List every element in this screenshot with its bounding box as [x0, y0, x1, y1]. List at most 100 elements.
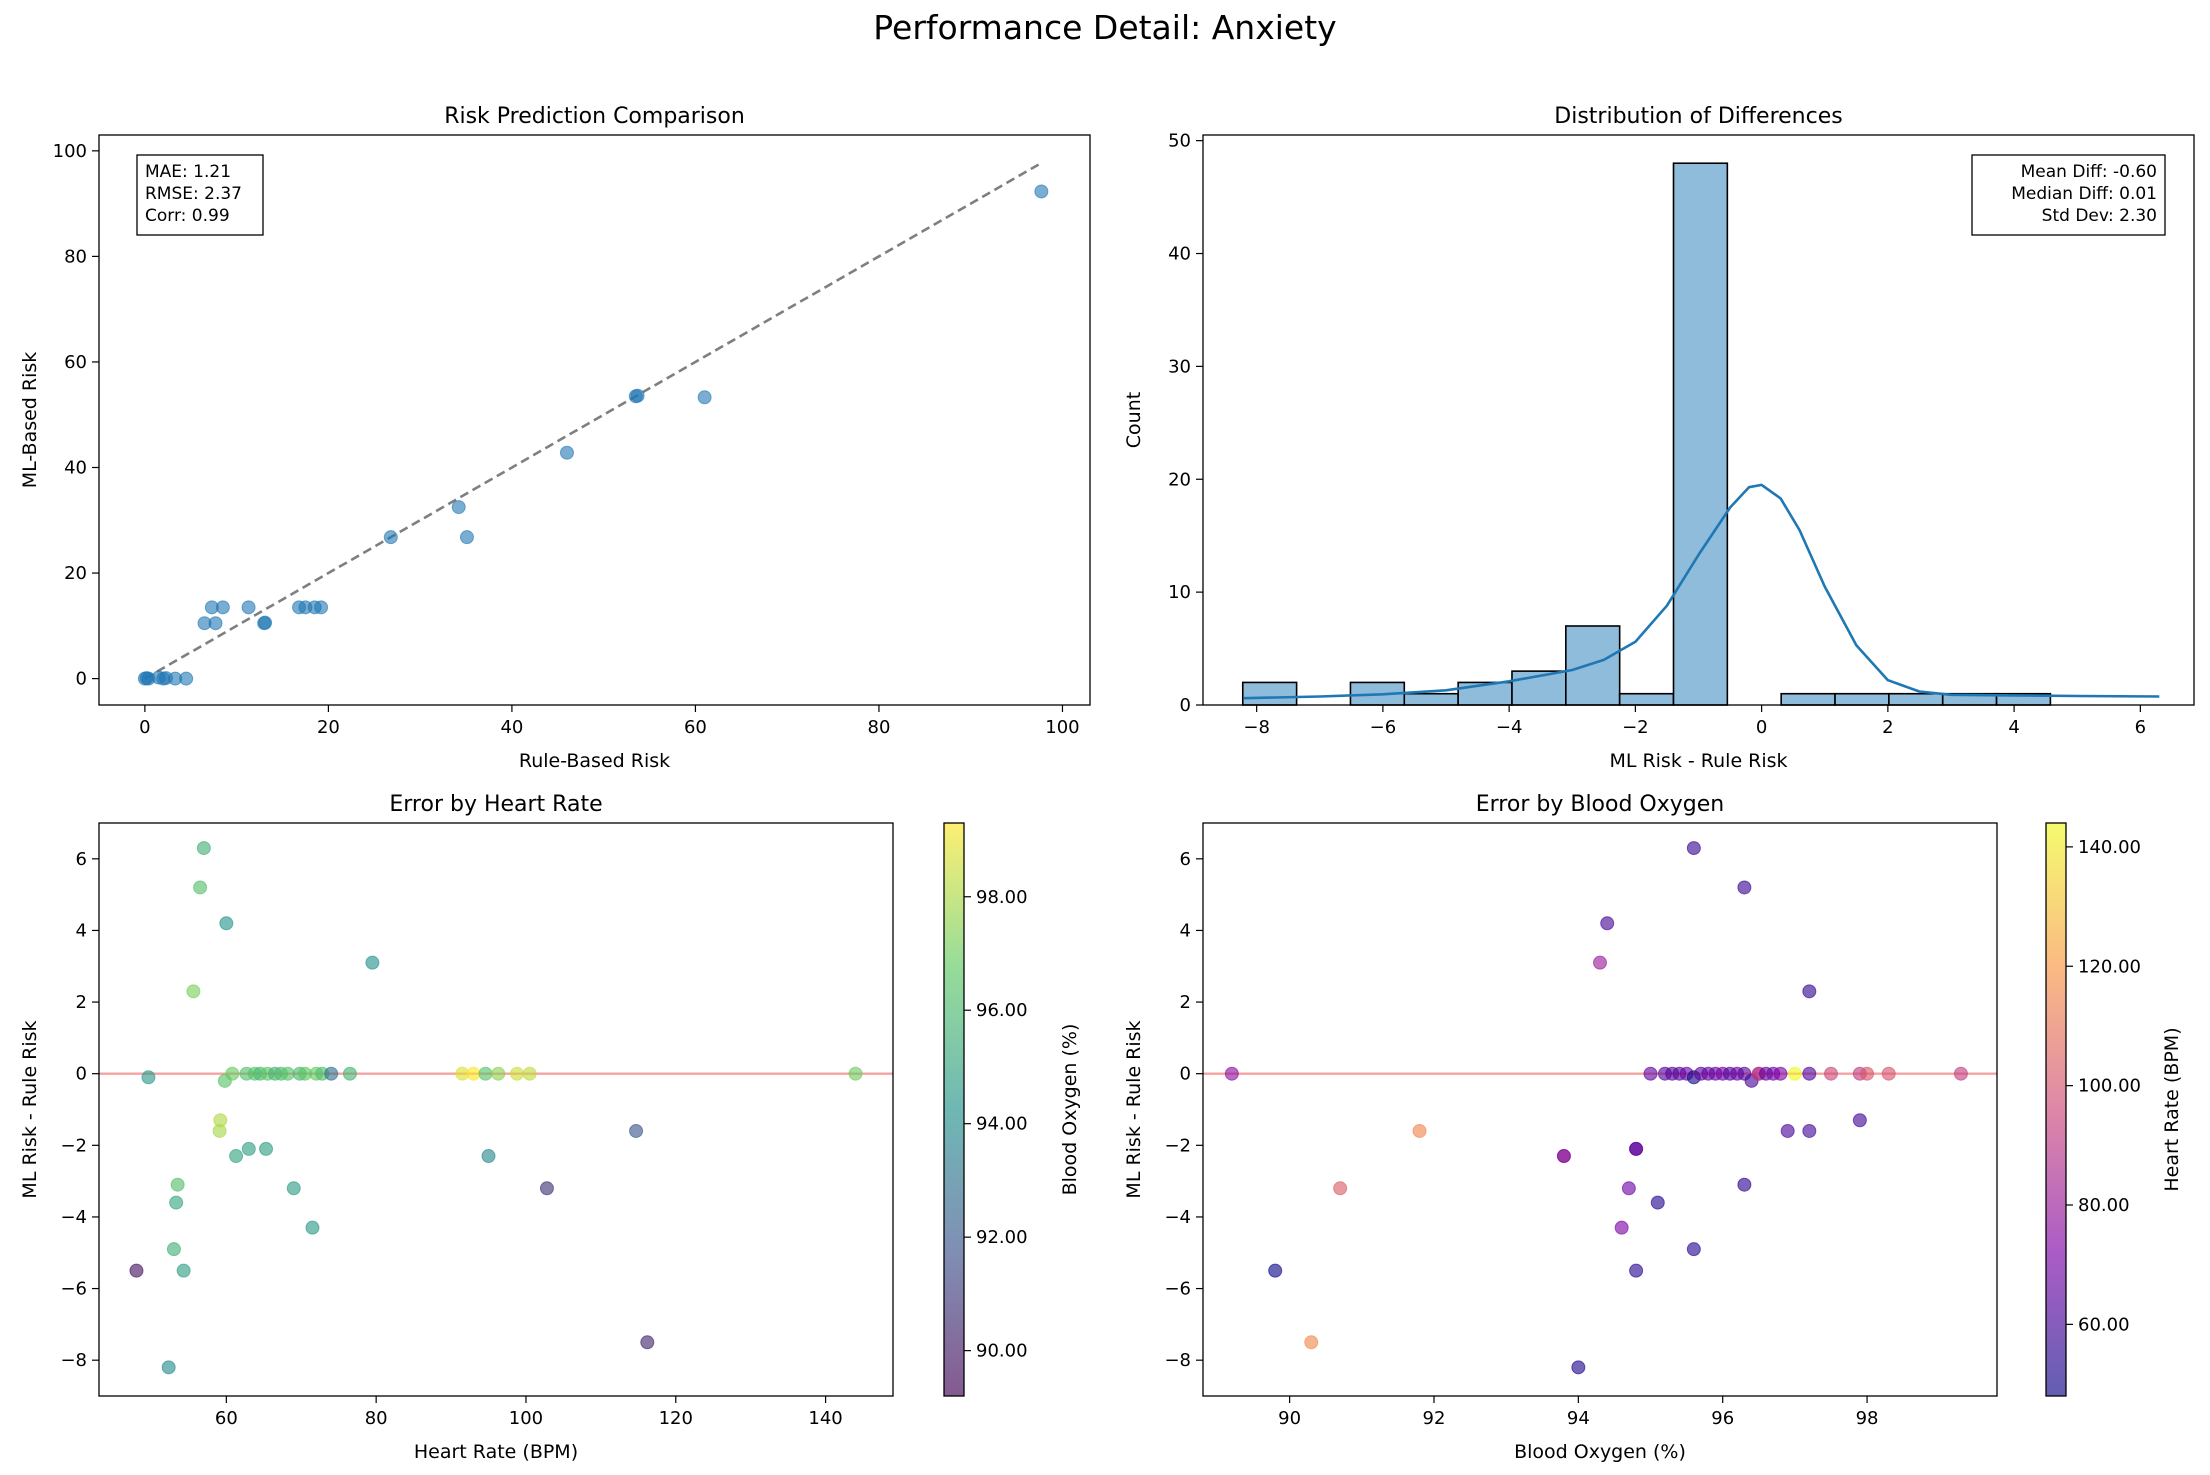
y-tick-label: 6 — [1180, 849, 1191, 870]
scatter-point — [1852, 1113, 1867, 1128]
y-tick-label: 40 — [64, 458, 87, 479]
histogram-bar — [1672, 162, 1729, 706]
x-tick-label: 0 — [1756, 717, 1767, 738]
axes-4: Error by Blood Oxygen 90 92 94 96 98 −8 −6 −4 −2 0… — [1123, 792, 1998, 1463]
scatter-point — [1860, 1066, 1875, 1081]
scatter-point — [170, 1177, 185, 1192]
scatter-point — [1643, 1066, 1658, 1081]
scatter-point — [1802, 1066, 1817, 1081]
y-tick-label: 80 — [64, 246, 87, 267]
scatter-point — [1034, 184, 1049, 199]
scatter-point — [1621, 1181, 1636, 1196]
stats-text: MAE: 1.21 — [145, 162, 231, 182]
scatter-point — [1614, 1220, 1629, 1235]
scatter-point — [1787, 1066, 1802, 1081]
y-tick-label: −6 — [1164, 1279, 1191, 1300]
scatter-point — [241, 1141, 256, 1156]
colorbar-tick-label: 140.00 — [2078, 837, 2141, 858]
scatter-point — [383, 530, 398, 545]
x-tick-label: 100 — [509, 1408, 543, 1429]
scatter-point — [640, 1335, 655, 1350]
scatter-point — [208, 616, 223, 631]
scatter-point — [324, 1066, 339, 1081]
scatter-point — [169, 1195, 184, 1210]
colorbar-2: 60.00 80.00 100.00 120.00 140.00 Heart Rate (… — [2045, 822, 2183, 1397]
y-axis-label: Count — [1123, 392, 1145, 448]
scatter-point — [219, 916, 234, 931]
x-tick-label: 80 — [868, 717, 891, 738]
y-tick-label: 50 — [1168, 131, 1191, 152]
scatter-point — [213, 1113, 228, 1128]
stats-text: Std Dev: 2.30 — [2042, 206, 2157, 226]
colorbar-tick-label: 94.00 — [976, 1114, 1028, 1135]
scatter-point — [630, 388, 645, 403]
scatter-point — [451, 500, 466, 515]
scatter-point — [1823, 1066, 1838, 1081]
colorbar-tick-label: 120.00 — [2078, 956, 2141, 977]
scatter-point — [1629, 1141, 1644, 1156]
stats-text: Corr: 0.99 — [145, 206, 230, 226]
identity-line — [144, 162, 1041, 680]
x-tick-label: −2 — [1622, 717, 1649, 738]
scatter-point — [629, 1123, 644, 1138]
stats-text: RMSE: 2.37 — [145, 184, 242, 204]
scatter-point — [1737, 880, 1752, 895]
x-tick-label: 0 — [139, 717, 150, 738]
axes-frame — [1202, 822, 1998, 1397]
y-tick-label: −8 — [1164, 1350, 1191, 1371]
colorbar-tick-label: 92.00 — [976, 1227, 1028, 1248]
colorbar-label: Blood Oxygen (%) — [1059, 1024, 1081, 1196]
scatter-point — [1600, 916, 1615, 931]
scatter-point — [305, 1220, 320, 1235]
scatter-point — [193, 880, 208, 895]
y-tick-label: 100 — [53, 141, 87, 162]
axes-frame — [1202, 134, 2195, 706]
x-tick-label: 20 — [317, 717, 340, 738]
stats-text: Mean Diff: -0.60 — [2021, 162, 2157, 182]
x-tick-label: 60 — [215, 1408, 238, 1429]
colorbar-1: 90.00 92.00 94.00 96.00 98.00 Blood Oxygen (%… — [943, 822, 1081, 1397]
scatter-point — [1556, 1149, 1571, 1164]
x-tick-label: 80 — [365, 1408, 388, 1429]
x-axis-label: Blood Oxygen (%) — [1514, 1441, 1686, 1463]
histogram-bar — [1403, 692, 1459, 706]
colorbar-frame — [943, 822, 965, 1397]
scatter-point — [365, 955, 380, 970]
histogram-bar — [1888, 692, 1944, 706]
scatter-point — [1802, 984, 1817, 999]
scatter-point — [229, 1149, 244, 1164]
colorbar-tick-label: 90.00 — [976, 1341, 1028, 1362]
colorbar-label: Heart Rate (BPM) — [2161, 1027, 2183, 1191]
scatter-point — [166, 1242, 181, 1257]
scatter-point — [1412, 1123, 1427, 1138]
colorbar-tick-label: 60.00 — [2078, 1314, 2130, 1335]
histogram-bar — [1780, 692, 1836, 706]
x-tick-label: 98 — [1856, 1408, 1879, 1429]
histogram-bar — [1565, 625, 1621, 706]
y-tick-label: 20 — [1168, 469, 1191, 490]
y-tick-label: −8 — [60, 1350, 87, 1371]
x-tick-label: 140 — [808, 1408, 842, 1429]
scatter-point — [459, 530, 474, 545]
x-tick-label: 4 — [2008, 717, 2019, 738]
histogram-bar — [1241, 681, 1298, 706]
scatter-point — [1802, 1123, 1817, 1138]
y-tick-label: 4 — [76, 920, 87, 941]
y-tick-label: 6 — [76, 849, 87, 870]
scatter-point — [129, 1263, 144, 1278]
y-tick-label: 2 — [1180, 992, 1191, 1013]
axes-2: Distribution of Differences −8 −6 −4 −2 0 2 4 6 0… — [1123, 104, 2195, 772]
y-tick-label: −4 — [60, 1207, 87, 1228]
scatter-point — [1333, 1181, 1348, 1196]
x-tick-label: 94 — [1567, 1408, 1590, 1429]
scatter-point — [697, 390, 712, 405]
scatter-point — [478, 1066, 493, 1081]
scatter-point — [179, 671, 194, 686]
y-tick-label: 10 — [1168, 582, 1191, 603]
scatter-point — [225, 1066, 240, 1081]
x-tick-label: −6 — [1370, 717, 1397, 738]
scatter-point — [176, 1263, 191, 1278]
x-tick-label: 2 — [1882, 717, 1893, 738]
scatter-point — [186, 984, 201, 999]
scatter-point — [1571, 1360, 1586, 1375]
